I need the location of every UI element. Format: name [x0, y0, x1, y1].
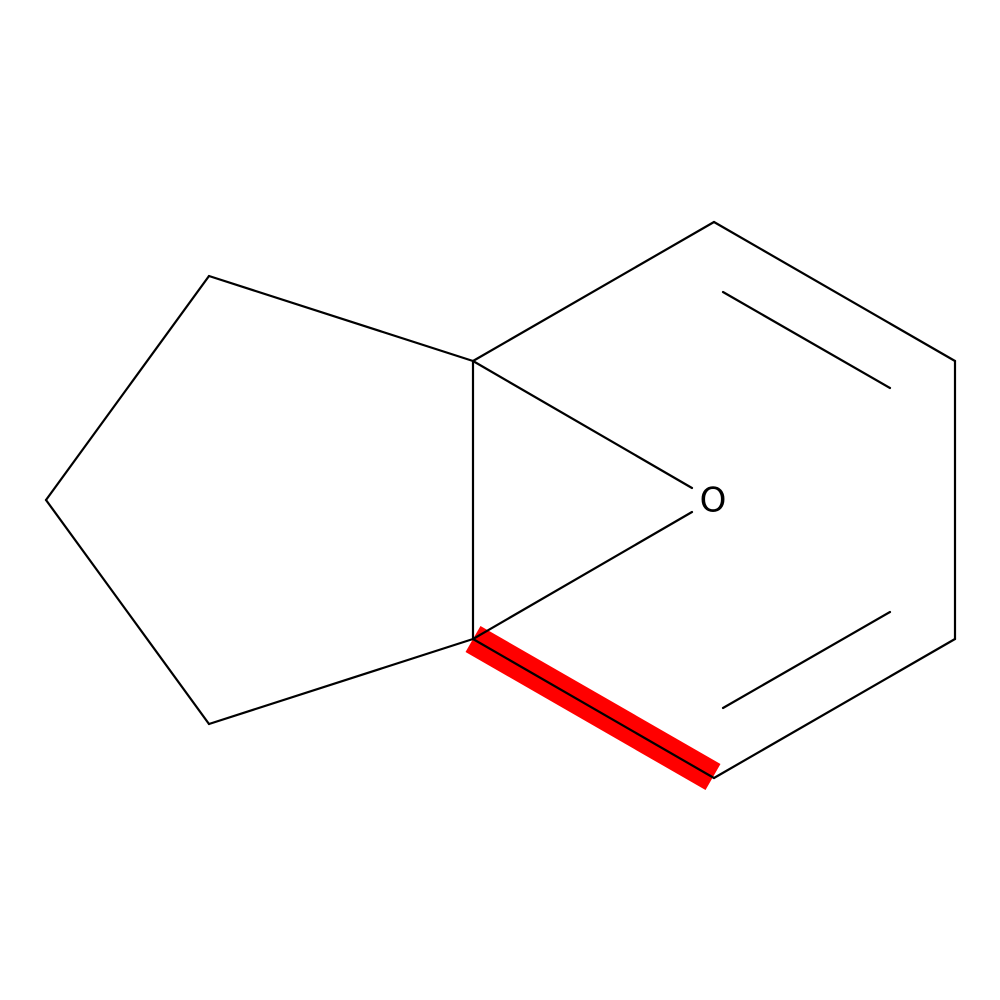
bond	[44, 498, 211, 726]
bond	[712, 220, 957, 363]
double-bond-inner	[721, 610, 892, 710]
bond	[712, 637, 957, 780]
double-bond-inner	[721, 290, 892, 390]
bond	[207, 637, 475, 726]
bond	[471, 510, 694, 641]
bond	[471, 637, 716, 780]
atom-label: O	[700, 481, 727, 521]
bond	[471, 220, 716, 363]
bond	[207, 274, 475, 363]
bond	[44, 274, 211, 502]
bond	[471, 359, 694, 490]
